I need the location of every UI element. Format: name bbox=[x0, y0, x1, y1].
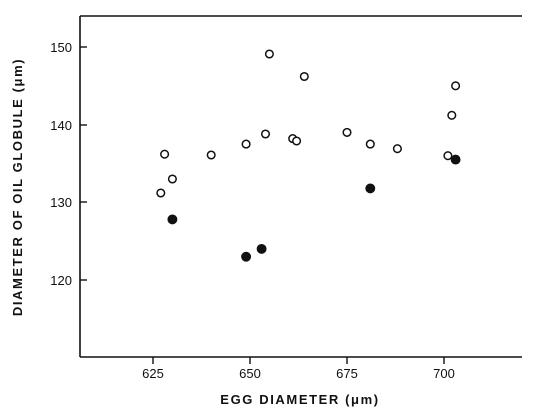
filled-data-point bbox=[256, 243, 267, 254]
filled-data-point bbox=[365, 183, 376, 194]
open-data-point bbox=[260, 129, 271, 139]
x-tick-label: 625 bbox=[142, 366, 164, 381]
x-tick-label: 650 bbox=[239, 366, 261, 381]
open-data-point bbox=[443, 151, 453, 161]
data-points bbox=[156, 49, 461, 262]
open-data-point bbox=[206, 150, 216, 160]
open-data-point bbox=[365, 139, 375, 149]
open-data-point bbox=[241, 139, 251, 149]
open-data-point bbox=[392, 144, 402, 154]
x-axis-label: EGG DIAMETER (μm) bbox=[220, 392, 379, 407]
open-data-point bbox=[299, 71, 309, 82]
y-axis-label: DIAMETER OF OIL GLOBULE (μm) bbox=[10, 58, 25, 316]
filled-data-point bbox=[241, 251, 252, 262]
y-tick-label: 130 bbox=[50, 195, 72, 210]
y-tick-label: 140 bbox=[50, 118, 72, 133]
y-axis-ticks: 120 130 140 150 bbox=[50, 40, 87, 288]
filled-data-point bbox=[450, 154, 461, 165]
open-data-point bbox=[451, 81, 461, 91]
x-tick-label: 700 bbox=[433, 366, 455, 381]
open-data-point bbox=[264, 49, 274, 59]
open-data-point bbox=[342, 127, 352, 137]
open-data-point bbox=[156, 188, 166, 198]
open-data-point bbox=[447, 110, 457, 120]
filled-data-point bbox=[167, 214, 178, 225]
open-data-point bbox=[160, 149, 170, 159]
x-axis-ticks: 625 650 675 700 bbox=[142, 357, 455, 381]
open-data-point bbox=[292, 136, 302, 146]
y-tick-label: 150 bbox=[50, 40, 72, 55]
open-data-point bbox=[167, 174, 177, 184]
x-tick-label: 675 bbox=[336, 366, 358, 381]
plot-frame bbox=[79, 15, 522, 358]
y-tick-label: 120 bbox=[50, 273, 72, 288]
